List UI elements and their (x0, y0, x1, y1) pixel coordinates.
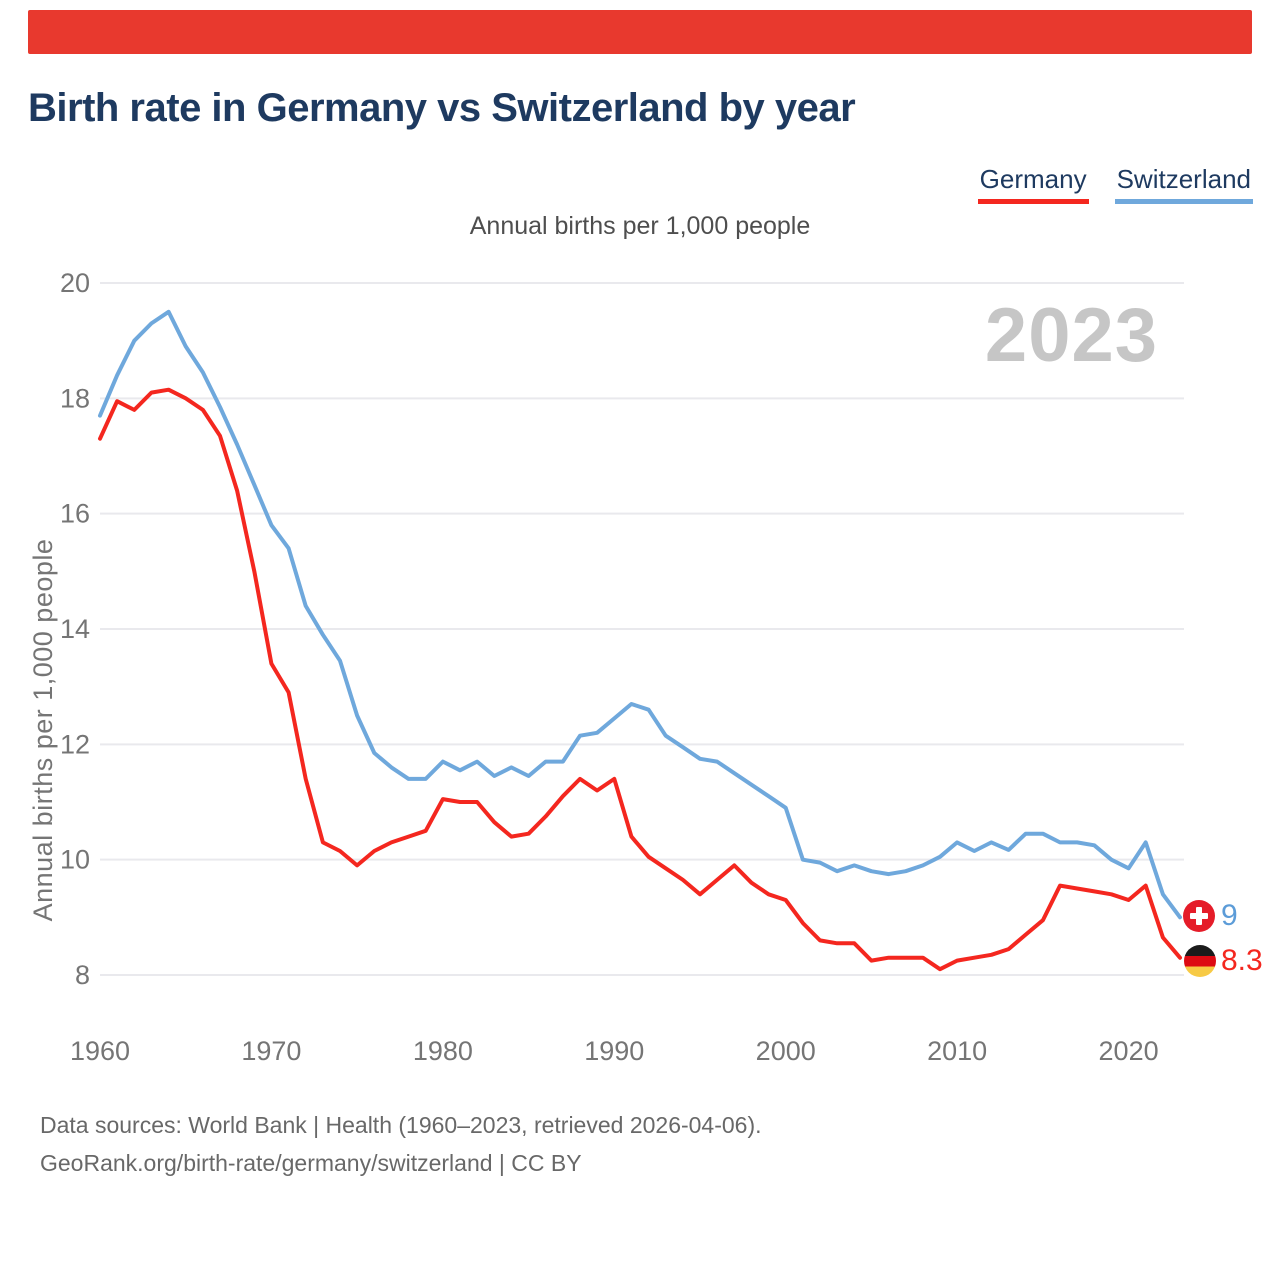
series-line-germany (98, 387, 1182, 972)
series-line-switzerland (98, 309, 1182, 920)
y-tick-label: 14 (60, 614, 90, 644)
german-flag-icon (1184, 945, 1216, 977)
x-tick-label: 2020 (1099, 1036, 1159, 1066)
y-tick-label: 18 (60, 383, 90, 413)
legend: Germany Switzerland (977, 164, 1253, 204)
x-tick-label: 2000 (756, 1036, 816, 1066)
y-tick-label: 10 (60, 845, 90, 875)
footer-source-line: Data sources: World Bank | Health (1960–… (40, 1112, 762, 1138)
legend-item-germany[interactable]: Germany (977, 164, 1089, 204)
y-tick-label: 16 (60, 499, 90, 529)
year-watermark: 2023 (984, 293, 1158, 378)
x-tick-label: 1960 (70, 1036, 130, 1066)
x-tick-label: 2010 (927, 1036, 987, 1066)
chart-title: Birth rate in Germany vs Switzerland by … (28, 86, 856, 130)
brand-bar (28, 10, 1252, 54)
germany-end-value: 8.3 (1221, 944, 1263, 977)
y-tick-label: 12 (60, 729, 90, 759)
chart-subtitle: Annual births per 1,000 people (469, 212, 811, 240)
swiss-flag-icon (1183, 900, 1215, 932)
x-tick-label: 1990 (584, 1036, 644, 1066)
y-axis-title: Annual births per 1,000 people (28, 539, 58, 922)
legend-item-switzerland[interactable]: Switzerland (1114, 164, 1253, 204)
swiss-cross-icon (1196, 907, 1202, 925)
switzerland-end-value: 9 (1221, 899, 1238, 932)
footer-attribution-line: GeoRank.org/birth-rate/germany/switzerla… (40, 1150, 582, 1176)
x-tick-label: 1980 (413, 1036, 473, 1066)
x-tick-label: 1970 (241, 1036, 301, 1066)
y-tick-label: 8 (75, 960, 90, 990)
footer: Data sources: World Bank | Health (1960–… (40, 1106, 762, 1182)
y-tick-label: 20 (60, 268, 90, 298)
